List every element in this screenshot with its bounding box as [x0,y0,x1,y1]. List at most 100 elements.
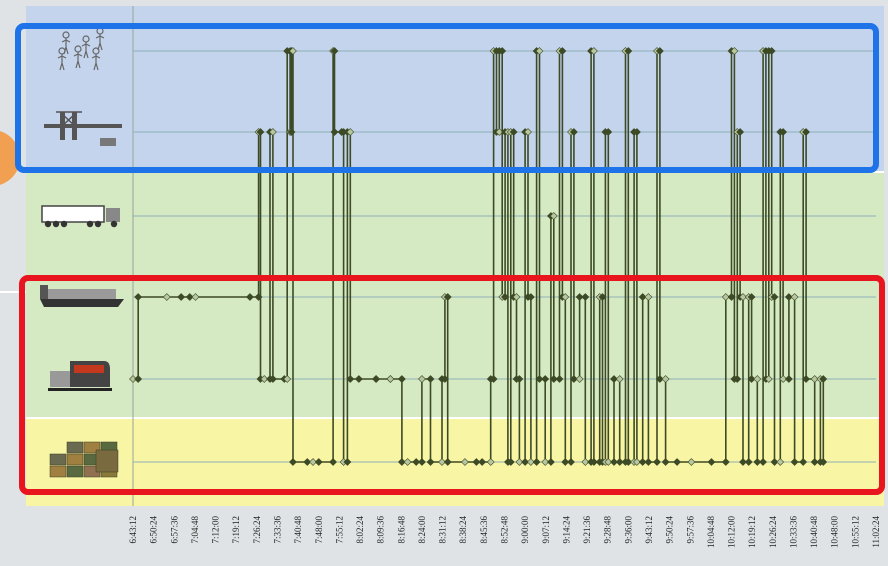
data-point [162,293,171,301]
data-point [561,293,570,301]
x-tick-label: 9:36:00 [623,516,633,544]
data-point [753,375,762,383]
data-point [744,458,753,466]
x-tick-label: 11:02:24 [871,516,881,548]
data-point [555,375,564,383]
data-point [498,47,507,55]
orange-badge [0,131,20,185]
data-point [535,47,544,55]
data-point [802,128,810,136]
highlight-boxes [15,23,885,495]
people-icon [57,27,105,71]
x-tick-label: 9:14:24 [561,516,571,544]
data-point [501,293,509,301]
data-point [575,375,584,383]
data-point [661,458,670,466]
data-point [547,458,555,466]
x-tick-label: 8:24:00 [417,516,427,544]
data-point [246,293,254,301]
data-point [799,458,808,466]
data-point [779,128,788,136]
data-point [655,47,664,55]
data-point [486,458,495,466]
data-point [418,375,426,383]
highlight-box-1 [15,23,879,173]
x-tick-labels: 6:43:12 6:50:24 6:57:36 7:04:48 7:12:00 7:19:… [128,516,881,549]
data-point [532,458,541,466]
data-point [489,375,498,383]
data-point [440,375,449,383]
data-point [776,458,785,466]
data-point [764,375,773,383]
data-point [549,212,558,220]
data-point [268,128,277,136]
data-point [386,375,395,383]
data-point [287,128,296,136]
data-point [727,293,736,301]
data-point [673,458,681,466]
data-point [372,375,381,383]
data-point [343,458,352,466]
barge-icon [40,285,124,307]
x-tick-label: 10:33:36 [788,516,798,549]
data-point [330,47,339,55]
data-point [478,458,487,466]
data-point [418,458,426,466]
data-point [177,293,186,301]
x-tick-label: 7:33:36 [272,516,282,544]
data-point [721,458,730,466]
x-tick-label: 7:04:48 [190,516,200,544]
data-point [707,458,716,466]
x-tick-label: 9:21:36 [582,516,592,544]
x-tick-label: 8:09:36 [376,516,386,544]
data-point [567,458,575,466]
x-tick-label: 8:16:48 [396,516,406,544]
data-point [134,375,143,383]
data-point [661,375,670,383]
x-tick-label: 7:19:12 [231,516,241,544]
data-point [524,128,532,136]
train-icon [48,361,112,391]
data-point [346,375,355,383]
x-tick-label: 8:52:48 [500,516,510,544]
data-point [354,375,363,383]
x-tick-label: 9:50:24 [665,516,675,544]
data-point [289,458,297,466]
x-tick-label: 7:12:00 [211,516,221,544]
data-point [254,293,263,301]
data-point [736,128,745,136]
crane-icon [44,111,122,146]
x-tick-label: 9:57:36 [685,516,695,544]
data-point [268,375,277,383]
data-point [644,293,653,301]
data-point [581,293,590,301]
series-markers [129,47,828,466]
data-point [615,375,624,383]
x-tick-label: 6:43:12 [128,516,138,544]
data-point [191,293,200,301]
data-point [784,375,793,383]
data-point [653,458,661,466]
x-tick-label: 8:02:24 [355,516,365,544]
x-tick-label: 6:50:24 [149,516,159,544]
x-tick-label: 6:57:36 [169,516,179,544]
zone-green [26,172,884,418]
data-point [767,47,776,55]
data-point [461,458,469,466]
x-tick-label: 10:55:12 [850,516,860,548]
data-point [790,293,799,301]
data-point [346,128,355,136]
truck-icon [41,205,120,228]
data-point [283,375,292,383]
data-point [426,458,435,466]
data-point [790,458,799,466]
x-tick-label: 9:07:12 [541,516,551,544]
data-point [747,293,756,301]
data-point [604,128,613,136]
data-point [733,375,742,383]
data-point [730,47,739,55]
data-point [426,375,435,383]
x-tick-label: 10:19:12 [747,516,757,548]
data-point [443,293,452,301]
